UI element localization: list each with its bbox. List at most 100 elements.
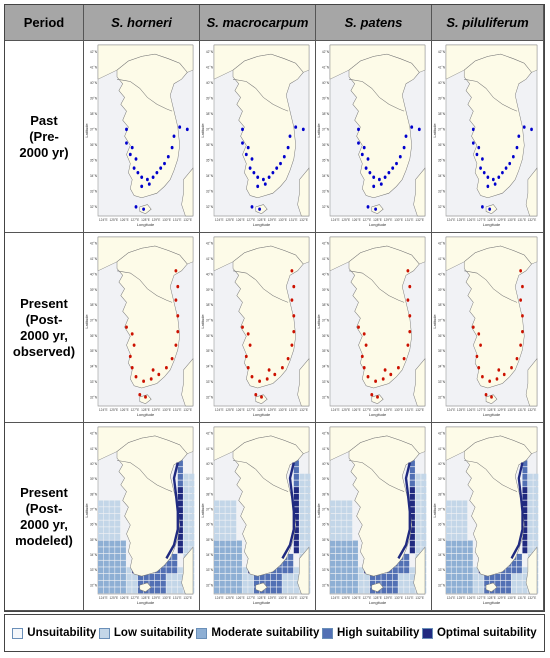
occurrence-point-observed bbox=[366, 375, 370, 379]
suitability-cell bbox=[381, 580, 387, 587]
suitability-cell bbox=[415, 547, 421, 554]
suitability-cell bbox=[126, 573, 132, 580]
legend-item-moderate: Moderate suitability bbox=[196, 627, 319, 639]
occurrence-point-past bbox=[155, 170, 159, 175]
suitability-cell bbox=[219, 527, 225, 534]
occurrence-point-past bbox=[481, 205, 484, 209]
border-line bbox=[464, 270, 518, 303]
occurrence-point-observed bbox=[292, 314, 296, 318]
map-svg: 42°N 41°N 40°N 39°N 38°N 37°N 36°N 35°N 34°N 33°N… bbox=[432, 236, 538, 417]
lat-tick-label: 41°N bbox=[438, 257, 446, 261]
suitability-cell bbox=[293, 540, 299, 547]
suitability-cell bbox=[341, 580, 347, 587]
occurrence-point-past bbox=[147, 182, 151, 186]
suitability-cell bbox=[219, 520, 225, 527]
occurrence-point-observed bbox=[488, 379, 492, 383]
suitability-cell bbox=[177, 580, 183, 587]
suitability-cell bbox=[446, 513, 451, 520]
suitability-cell bbox=[415, 480, 421, 487]
lat-tick-label: 35°N bbox=[322, 349, 330, 353]
occurrence-point-observed bbox=[142, 379, 146, 383]
suitability-cell bbox=[462, 533, 468, 540]
lon-tick-label: 125°E bbox=[341, 596, 350, 600]
legend-swatch bbox=[196, 627, 208, 639]
border-line bbox=[464, 78, 518, 112]
suitability-cell bbox=[115, 540, 121, 547]
occurrence-point-past bbox=[486, 175, 490, 179]
occurrence-point-past bbox=[166, 155, 170, 159]
occurrence-point-observed bbox=[383, 368, 387, 372]
occurrence-point-observed bbox=[176, 329, 180, 334]
suitability-cell bbox=[456, 533, 462, 540]
occurrence-point-observed bbox=[406, 298, 410, 302]
lat-tick-label: 32°N bbox=[90, 395, 98, 399]
suitability-cell bbox=[160, 580, 166, 587]
suitability-cell bbox=[225, 513, 231, 520]
lon-tick-label: 124°E bbox=[331, 408, 340, 412]
suitability-cell bbox=[462, 573, 468, 580]
map-past-patens: 42°N 41°N 40°N 39°N 38°N 37°N 36°N 35°N 34°N 33°N… bbox=[316, 41, 432, 233]
suitability-cell bbox=[293, 587, 299, 594]
jeju-island bbox=[485, 394, 498, 405]
suitability-cell bbox=[421, 540, 427, 547]
occurrence-point-past bbox=[170, 145, 174, 150]
suitability-cell bbox=[522, 500, 528, 507]
lon-tick-label: 128°E bbox=[257, 408, 266, 412]
occurrence-point-observed bbox=[258, 379, 262, 383]
lon-tick-label: 127°E bbox=[131, 408, 140, 412]
occurrence-point-past bbox=[366, 205, 370, 209]
suitability-cell bbox=[446, 587, 451, 594]
suitability-cell bbox=[225, 520, 231, 527]
suitability-cell bbox=[183, 547, 189, 554]
suitability-cell bbox=[484, 587, 490, 594]
suitability-cell bbox=[103, 520, 109, 527]
suitability-cell bbox=[352, 587, 358, 594]
lat-tick-label: 40°N bbox=[206, 272, 214, 276]
suitability-cell bbox=[358, 567, 364, 574]
suitability-cell bbox=[527, 500, 533, 507]
suitability-cell bbox=[109, 553, 115, 560]
suitability-cell bbox=[415, 493, 421, 500]
suitability-cell bbox=[451, 513, 457, 520]
suitability-cell bbox=[253, 587, 260, 594]
suitability-cell bbox=[214, 507, 220, 514]
suitability-cell bbox=[214, 567, 220, 574]
suitability-cell bbox=[219, 540, 225, 547]
suitability-cell bbox=[183, 493, 189, 500]
suitability-cell bbox=[516, 560, 522, 567]
suitability-cell bbox=[305, 540, 311, 547]
suitability-cell bbox=[409, 527, 415, 534]
lon-tick-label: 130°E bbox=[507, 596, 516, 600]
suitability-cell bbox=[341, 573, 347, 580]
occurrence-point-past bbox=[488, 207, 492, 211]
occurrence-point-observed bbox=[408, 314, 412, 318]
japan-coast bbox=[181, 357, 194, 407]
suitability-cell bbox=[364, 573, 370, 580]
occurrence-point-observed bbox=[376, 395, 379, 399]
x-axis-label: Longitude bbox=[369, 222, 387, 227]
suitability-cell bbox=[271, 580, 277, 587]
legend-item-unsuitability: Unsuitability bbox=[12, 627, 96, 639]
occurrence-point-past bbox=[504, 166, 508, 170]
jeju-island bbox=[255, 204, 268, 215]
suitability-cell bbox=[415, 527, 421, 534]
occurrence-point-past bbox=[250, 157, 254, 161]
species-header-patens: S. patens bbox=[316, 5, 432, 41]
suitability-cell bbox=[527, 493, 533, 500]
suitability-cell bbox=[495, 587, 501, 594]
x-axis-label: Longitude bbox=[253, 600, 271, 605]
suitability-cell bbox=[242, 580, 248, 587]
species-header-horneri: S. horneri bbox=[84, 5, 200, 41]
y-axis-label: Latitude bbox=[200, 314, 205, 329]
suitability-cell bbox=[265, 573, 271, 580]
lat-tick-label: 33°N bbox=[206, 568, 214, 572]
lat-tick-label: 33°N bbox=[438, 568, 446, 572]
suitability-cell bbox=[347, 533, 353, 540]
legend-label: Optimal suitability bbox=[436, 627, 537, 639]
occurrence-point-observed bbox=[389, 372, 393, 377]
suitability-cell bbox=[103, 553, 109, 560]
suitability-cell bbox=[392, 587, 398, 594]
korea-peninsula bbox=[348, 245, 420, 389]
map-svg: 42°N 41°N 40°N 39°N 38°N 37°N 36°N 35°N 34°N 33°N… bbox=[200, 44, 310, 227]
suitability-cell bbox=[183, 513, 189, 520]
